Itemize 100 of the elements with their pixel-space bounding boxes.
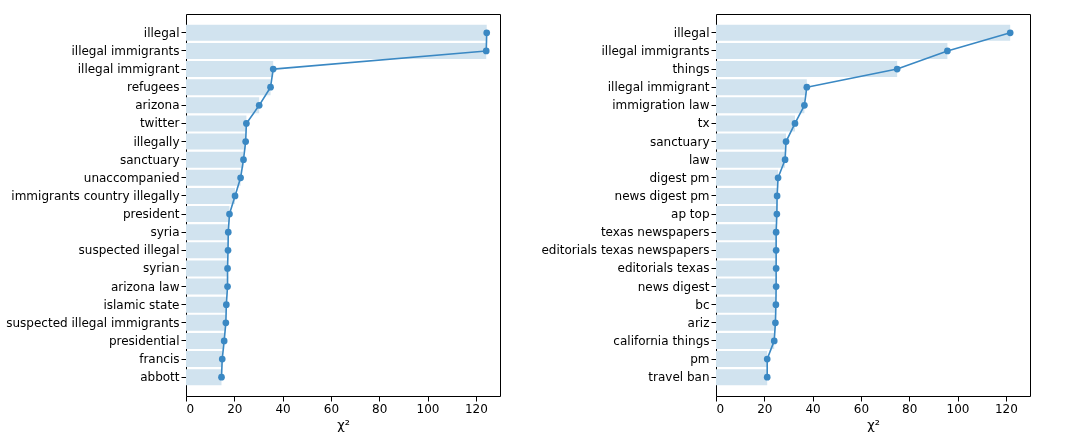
y-tick-label: islamic state xyxy=(103,297,180,312)
point xyxy=(770,337,778,345)
y-tick-label: law xyxy=(688,152,710,167)
bar xyxy=(186,151,244,168)
bar xyxy=(186,42,487,59)
bar xyxy=(716,278,777,295)
point xyxy=(763,355,771,363)
bar xyxy=(186,169,241,186)
bar xyxy=(186,242,229,259)
bar xyxy=(716,79,807,96)
y-tick-label: news digest pm xyxy=(614,188,710,203)
point xyxy=(267,83,274,91)
y-tick-label: refugees xyxy=(126,80,180,95)
point xyxy=(763,373,771,381)
y-tick-label: presidential xyxy=(108,333,180,348)
point xyxy=(240,156,247,164)
point xyxy=(772,265,780,272)
y-tick-label: abbott xyxy=(140,370,180,385)
y-tick-label: francis xyxy=(139,352,180,367)
bar xyxy=(716,332,775,349)
bar xyxy=(716,61,898,78)
point xyxy=(772,283,780,290)
x-tick-label: 0 xyxy=(716,401,725,416)
y-tick-label: illegal immigrant xyxy=(77,62,180,77)
bar xyxy=(186,206,230,223)
y-tick-label: california things xyxy=(613,333,710,348)
y-tick-label: travel ban xyxy=(648,370,710,385)
point xyxy=(1006,29,1014,37)
bar xyxy=(186,115,247,132)
bar xyxy=(716,206,777,223)
y-tick-label: editorials texas xyxy=(617,261,710,276)
point xyxy=(220,337,228,345)
point xyxy=(269,65,277,73)
bar xyxy=(716,351,768,368)
point xyxy=(218,355,226,363)
bar xyxy=(186,314,226,331)
bar xyxy=(186,278,228,295)
y-tick-label: arizona law xyxy=(110,279,180,294)
point xyxy=(483,29,491,37)
y-tick-label: editorials texas newspapers xyxy=(541,243,710,258)
point xyxy=(772,319,779,327)
point xyxy=(772,228,780,236)
point xyxy=(773,210,781,218)
y-tick-label: news digest xyxy=(637,279,710,294)
x-tick-label: 100 xyxy=(946,401,970,416)
point xyxy=(782,138,790,145)
point xyxy=(255,101,263,109)
y-tick-label: illegally xyxy=(133,134,180,149)
y-tick-label: tx xyxy=(697,116,710,131)
y-tick-label: unaccompanied xyxy=(83,170,180,185)
point xyxy=(801,101,808,109)
point xyxy=(224,246,232,254)
y-tick-label: things xyxy=(672,62,710,77)
bar xyxy=(716,115,795,132)
bar xyxy=(716,97,805,114)
y-tick-label: digest pm xyxy=(649,170,710,185)
x-tick-label: 40 xyxy=(275,401,291,416)
x-tick-label: 80 xyxy=(902,401,918,416)
bar xyxy=(716,24,1011,41)
bar xyxy=(716,42,948,59)
y-tick-label: ap top xyxy=(671,207,710,222)
y-tick-label: president xyxy=(122,207,180,222)
bar xyxy=(716,151,786,168)
point xyxy=(774,174,782,182)
x-tick-label: 60 xyxy=(323,401,340,416)
point xyxy=(224,265,231,272)
point xyxy=(482,47,490,55)
point xyxy=(224,228,232,236)
y-tick-label: pm xyxy=(690,352,710,367)
y-tick-label: syria xyxy=(150,225,180,240)
bar xyxy=(186,187,236,204)
point xyxy=(773,192,781,200)
point xyxy=(222,319,230,327)
bar xyxy=(186,61,274,78)
point xyxy=(944,47,951,55)
y-tick-label: illegal xyxy=(673,25,710,40)
bar xyxy=(716,296,776,313)
point xyxy=(237,174,244,182)
bar xyxy=(186,224,229,241)
y-tick-label: texas newspapers xyxy=(600,225,710,240)
point xyxy=(791,120,799,127)
x-tick-label: 20 xyxy=(227,401,243,416)
bar xyxy=(186,133,246,150)
bar xyxy=(716,224,777,241)
bar xyxy=(186,24,487,41)
bar xyxy=(186,79,271,96)
bar xyxy=(716,260,777,277)
y-tick-label: illegal xyxy=(143,25,180,40)
point xyxy=(803,83,811,91)
point xyxy=(781,156,789,164)
y-tick-label: suspected illegal immigrants xyxy=(6,315,180,330)
point xyxy=(231,192,239,200)
bar xyxy=(716,187,778,204)
bar xyxy=(716,169,779,186)
point xyxy=(226,210,233,218)
x-tick-label: 60 xyxy=(853,401,870,416)
bar xyxy=(186,369,222,386)
bar xyxy=(716,369,768,386)
point xyxy=(772,301,780,309)
x-tick-label: 80 xyxy=(372,401,388,416)
